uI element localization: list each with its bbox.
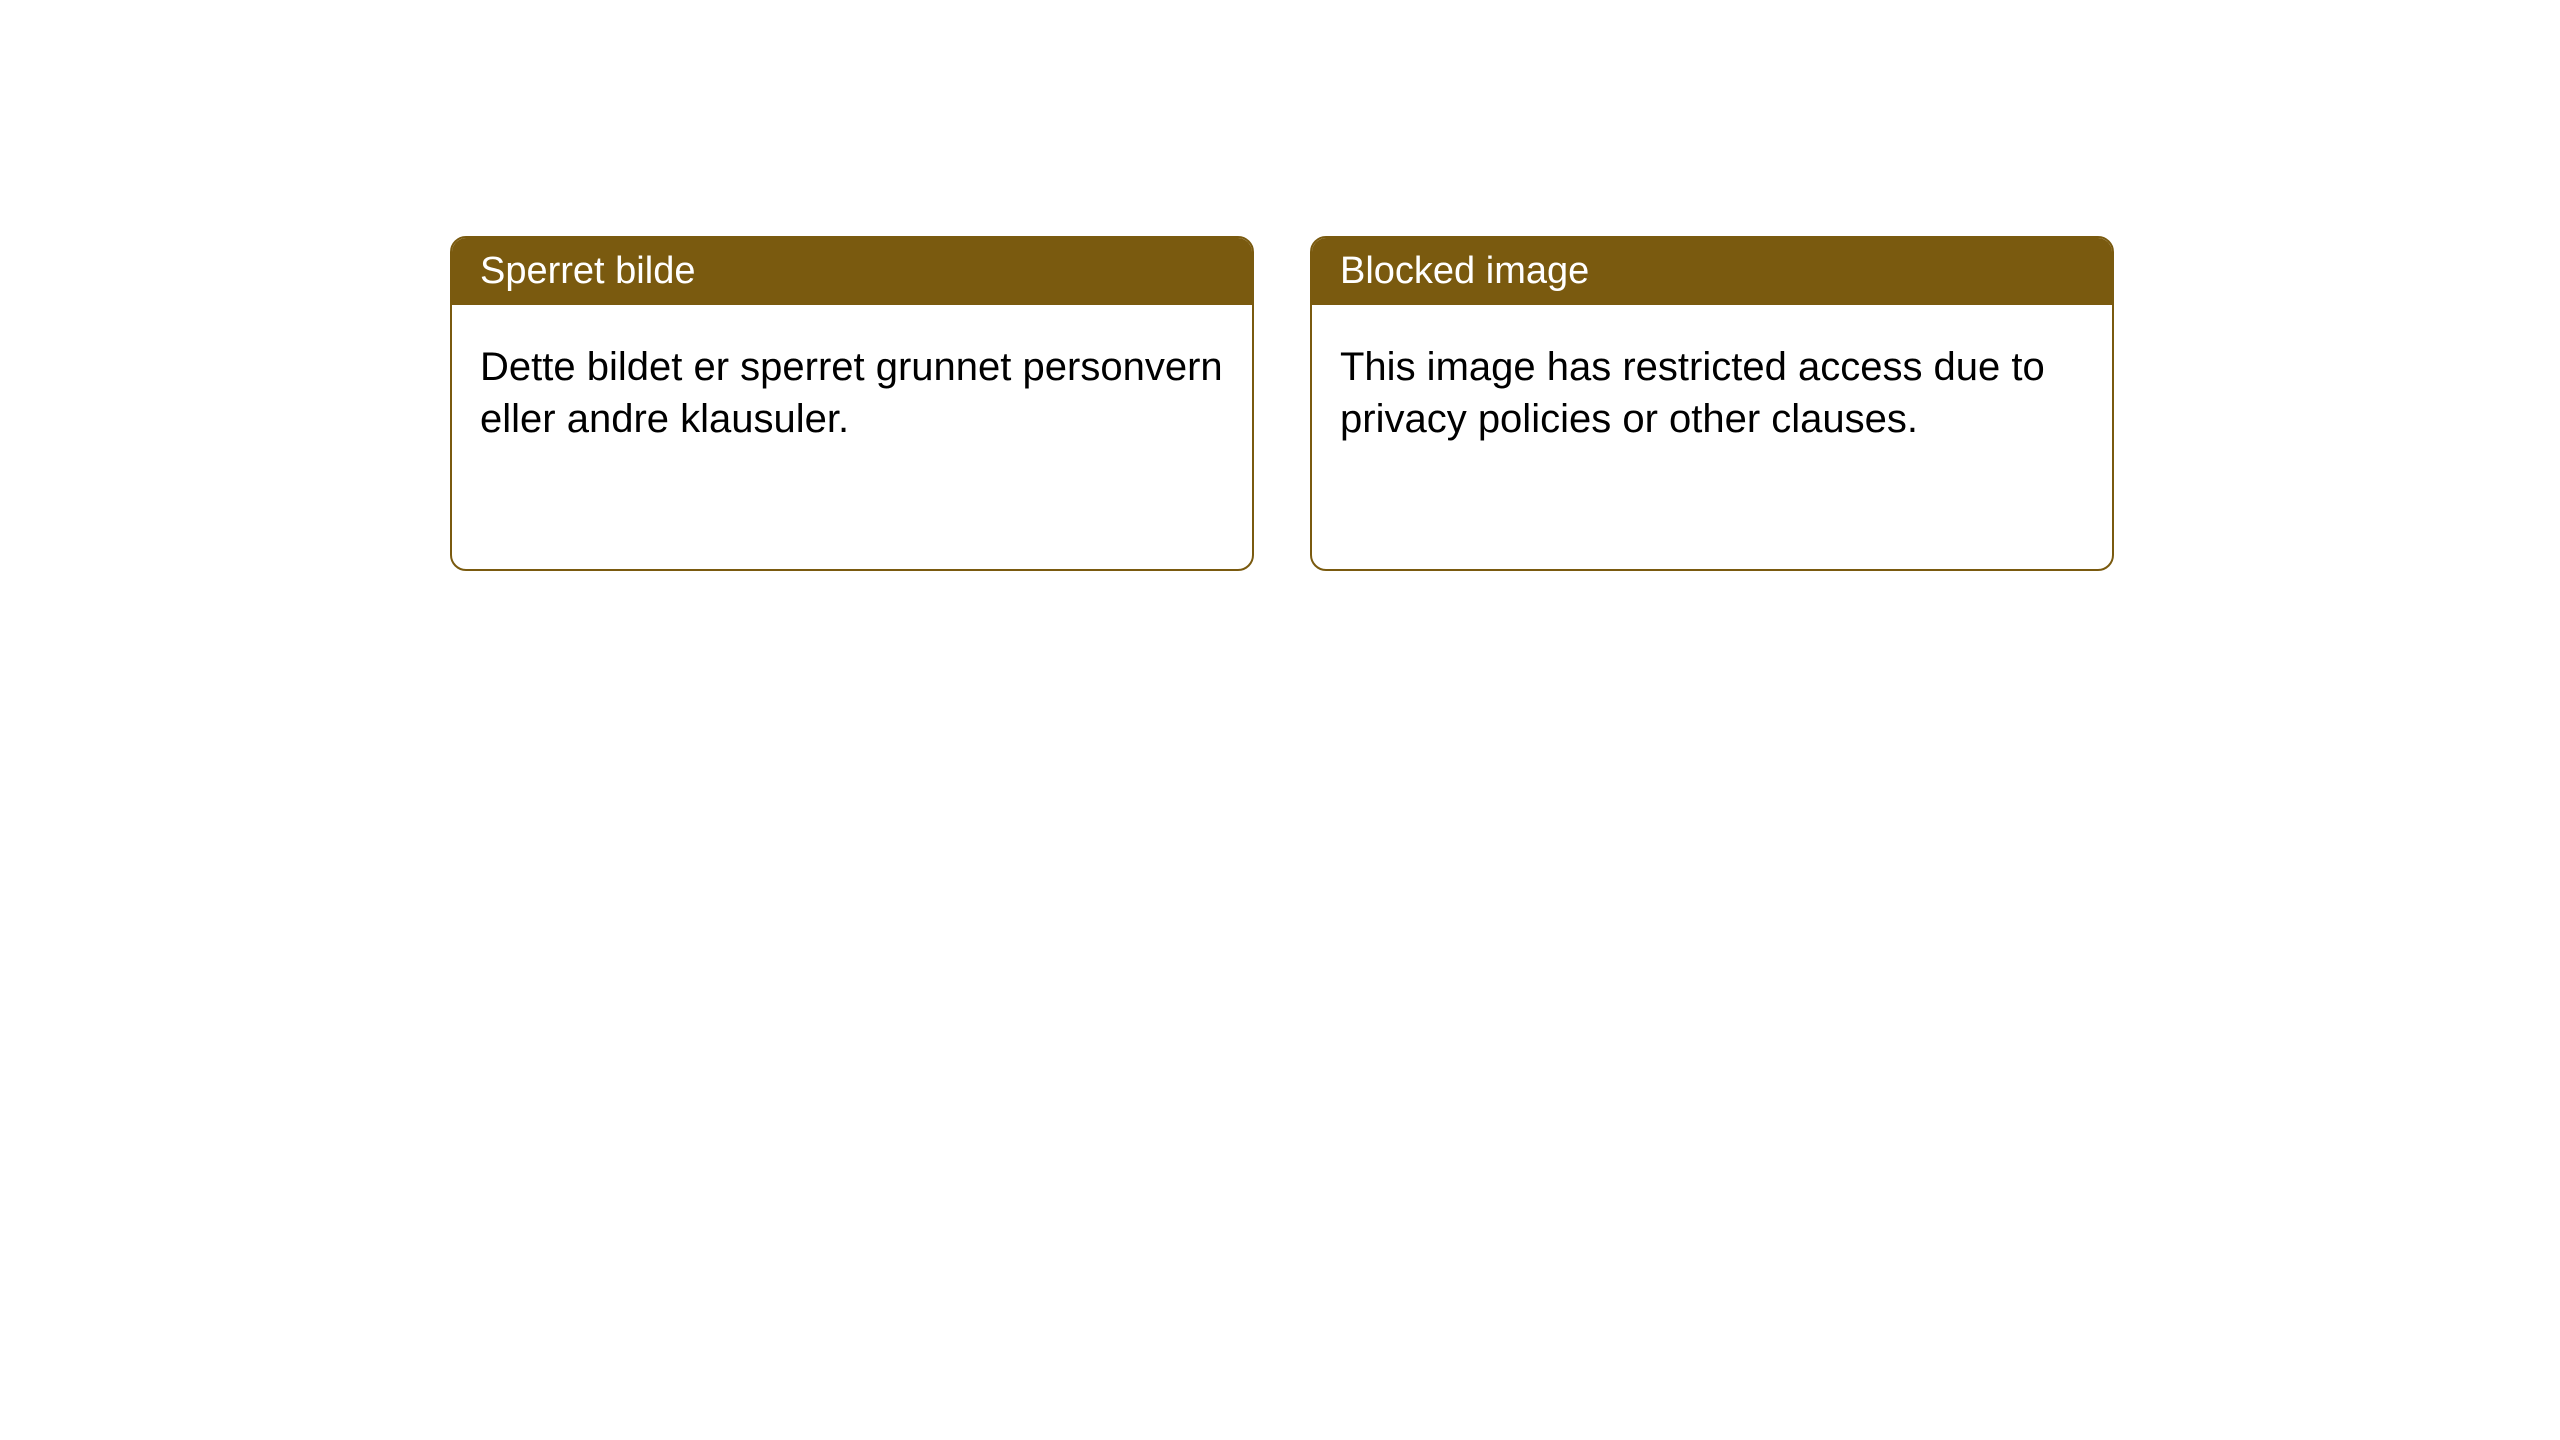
notice-body-text: This image has restricted access due to … <box>1340 345 2045 441</box>
notice-title: Blocked image <box>1340 250 1589 292</box>
notice-card-norwegian: Sperret bilde Dette bildet er sperret gr… <box>450 236 1254 571</box>
notice-body: Dette bildet er sperret grunnet personve… <box>452 305 1252 481</box>
notice-title: Sperret bilde <box>480 250 695 292</box>
notice-body: This image has restricted access due to … <box>1312 305 2112 481</box>
notice-header: Blocked image <box>1312 238 2112 305</box>
notice-card-english: Blocked image This image has restricted … <box>1310 236 2114 571</box>
notice-container: Sperret bilde Dette bildet er sperret gr… <box>0 0 2560 571</box>
notice-body-text: Dette bildet er sperret grunnet personve… <box>480 345 1223 441</box>
notice-header: Sperret bilde <box>452 238 1252 305</box>
